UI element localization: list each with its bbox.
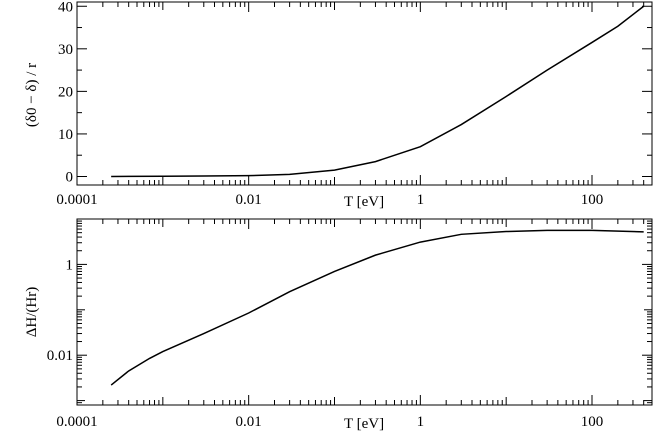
x-tick-label: 100 xyxy=(581,414,604,430)
y-tick-label: 0 xyxy=(66,169,74,185)
y-tick-label: 1 xyxy=(66,257,74,273)
x-tick-label: 0.01 xyxy=(236,414,262,430)
x-tick-label: 1 xyxy=(417,192,425,208)
x-tick-label: 0.01 xyxy=(236,192,262,208)
top-y-axis-label: (δ0 − δ) / r xyxy=(24,63,40,127)
series-line xyxy=(110,229,644,386)
y-tick-label: 10 xyxy=(58,127,73,143)
series-line xyxy=(111,5,645,178)
bottom-x-axis-label: T [eV] xyxy=(344,416,384,432)
top-panel: T [eV] (δ0 − δ) / r 0.0001 0.01 1 100 0 10 20 3… xyxy=(24,0,653,210)
top-x-axis-label: T [eV] xyxy=(344,194,384,210)
y-tick-label: 20 xyxy=(58,84,73,100)
x-tick-label: 0.0001 xyxy=(56,414,97,430)
x-tick-label: 0.0001 xyxy=(56,192,97,208)
y-tick-label: 40 xyxy=(58,0,73,15)
x-tick-label: 100 xyxy=(581,192,604,208)
bottom-plot-frame xyxy=(76,218,653,406)
y-tick-label: 30 xyxy=(58,42,73,58)
bottom-y-axis-label: ΔH/(Hr) xyxy=(24,287,40,337)
y-tick-label: 0.01 xyxy=(47,348,73,364)
x-tick-label: 1 xyxy=(417,414,425,430)
top-plot-frame xyxy=(76,1,653,186)
bottom-panel: T [eV] ΔH/(Hr) 0.0001 0.01 1 100 0.01 1 xyxy=(24,218,653,432)
